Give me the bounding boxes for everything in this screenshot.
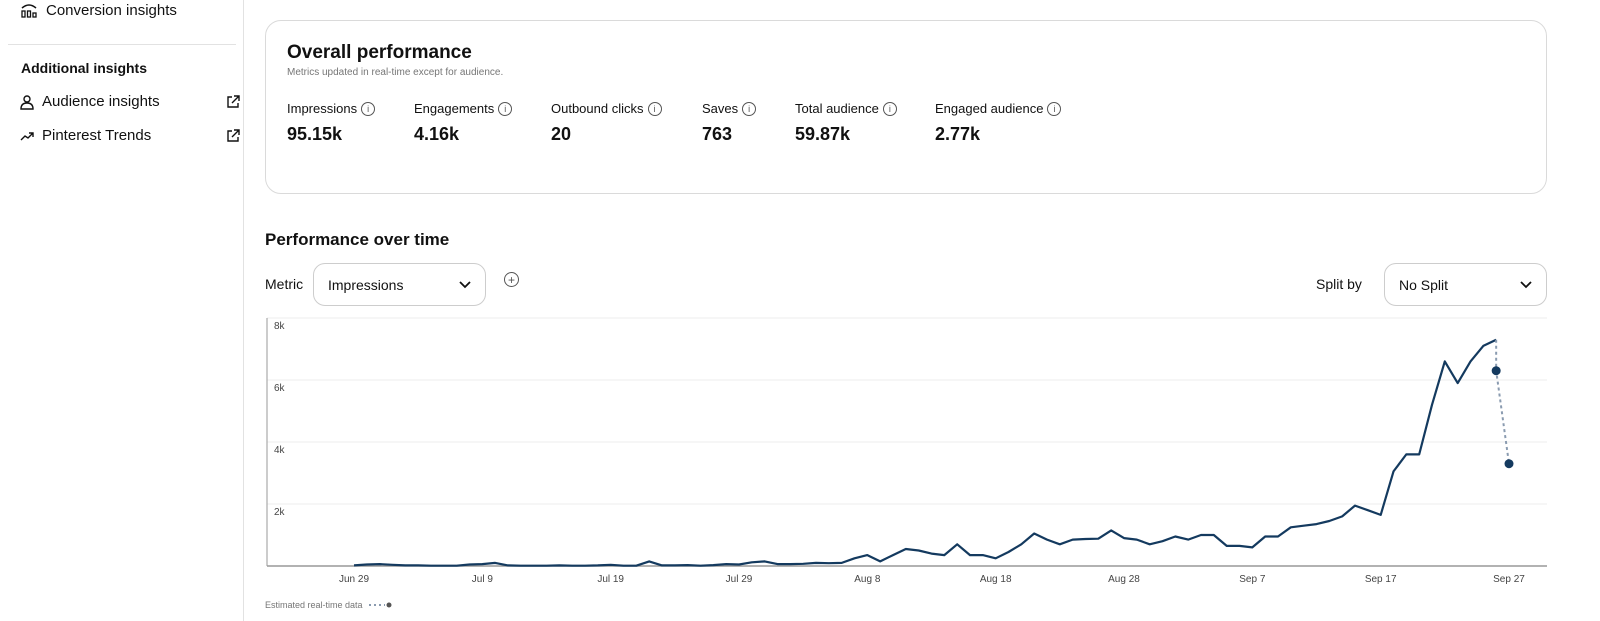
x-tick-label: Aug 28 bbox=[1108, 574, 1140, 585]
card-subtitle: Metrics updated in real-time except for … bbox=[287, 67, 504, 78]
metric-value: 4.16k bbox=[414, 124, 460, 144]
y-tick-label: 4k bbox=[274, 445, 286, 456]
x-tick-label: Jun 29 bbox=[339, 574, 369, 585]
sidebar-item-label: Audience insights bbox=[42, 93, 160, 110]
metric-select-value: Impressions bbox=[328, 276, 404, 293]
metric-label: Total audience bbox=[795, 101, 879, 116]
y-tick-label: 2k bbox=[274, 507, 286, 518]
x-tick-label: Sep 27 bbox=[1493, 574, 1525, 585]
metric-outbound-clicks: Outbound clicks i 20 bbox=[551, 101, 662, 145]
metric-label: Outbound clicks bbox=[551, 101, 644, 116]
x-tick-label: Aug 8 bbox=[854, 574, 881, 585]
x-tick-label: Jul 19 bbox=[597, 574, 624, 585]
metric-value: 95.15k bbox=[287, 124, 343, 144]
section-title: Performance over time bbox=[265, 230, 450, 249]
sidebar-item-label: Conversion insights bbox=[46, 1, 177, 19]
add-metric-button[interactable]: + bbox=[504, 272, 519, 287]
split-select[interactable]: No Split bbox=[1384, 263, 1547, 306]
external-link-icon bbox=[227, 94, 240, 108]
metric-value: 20 bbox=[551, 124, 572, 144]
x-tick-label: Aug 18 bbox=[980, 574, 1012, 585]
metric-label: Saves bbox=[702, 101, 739, 116]
sidebar-item-conversion-insights[interactable]: Conversion insights bbox=[20, 1, 177, 19]
metric-value: 59.87k bbox=[795, 124, 851, 144]
legend-estimated: Estimated real-time data bbox=[265, 600, 393, 610]
info-icon[interactable]: i bbox=[882, 101, 897, 116]
y-tick-label: 8k bbox=[274, 321, 286, 332]
metric-impressions: Impressions i 95.15k bbox=[287, 101, 376, 145]
metric-value: 763 bbox=[702, 124, 733, 144]
info-icon[interactable]: i bbox=[498, 101, 513, 116]
metric-label: Engagements bbox=[414, 101, 495, 116]
info-icon[interactable]: i bbox=[361, 101, 376, 116]
metric-label: Impressions bbox=[287, 101, 358, 116]
x-tick-label: Sep 17 bbox=[1365, 574, 1397, 585]
metric-total-audience: Total audience i 59.87k bbox=[795, 101, 897, 145]
sidebar: Conversion insights Additional insights … bbox=[0, 0, 244, 621]
divider bbox=[8, 44, 236, 45]
split-label: Split by bbox=[1316, 276, 1362, 292]
metric-saves: Saves i 763 bbox=[702, 101, 757, 145]
info-icon[interactable]: i bbox=[647, 101, 662, 116]
chevron-down-icon bbox=[1520, 280, 1532, 288]
conversion-icon bbox=[21, 4, 37, 18]
y-tick-label: 6k bbox=[274, 383, 286, 394]
sidebar-item-audience-insights[interactable]: Audience insights bbox=[20, 93, 240, 110]
metric-select[interactable]: Impressions bbox=[313, 263, 486, 306]
chevron-down-icon bbox=[459, 280, 471, 288]
metric-engaged-audience: Engaged audience i 2.77k bbox=[935, 101, 1062, 145]
section-title: Additional insights bbox=[21, 60, 147, 76]
person-icon bbox=[20, 94, 34, 110]
impressions-series-line bbox=[353, 338, 1497, 567]
x-tick-label: Sep 7 bbox=[1239, 574, 1266, 585]
info-icon[interactable]: i bbox=[1047, 101, 1062, 116]
estimated-data-point bbox=[1491, 366, 1501, 376]
metric-label: Metric bbox=[265, 276, 304, 292]
info-icon[interactable]: i bbox=[742, 101, 757, 116]
sidebar-item-pinterest-trends[interactable]: Pinterest Trends bbox=[20, 127, 240, 144]
estimated-data-point bbox=[1504, 459, 1514, 469]
external-link-icon bbox=[227, 128, 240, 142]
estimated-legend-icon bbox=[368, 602, 392, 608]
overall-performance-card: Overall performance Metrics updated in r… bbox=[265, 20, 1547, 194]
x-tick-label: Jul 29 bbox=[726, 574, 753, 585]
estimated-series-line bbox=[1495, 339, 1510, 464]
split-select-value: No Split bbox=[1399, 276, 1449, 293]
metric-engagements: Engagements i 4.16k bbox=[414, 101, 513, 145]
x-tick-label: Jul 9 bbox=[472, 574, 494, 585]
card-title: Overall performance bbox=[287, 42, 472, 63]
trend-icon bbox=[20, 131, 34, 140]
metric-label: Engaged audience bbox=[935, 101, 1044, 116]
metric-value: 2.77k bbox=[935, 124, 981, 144]
legend-label: Estimated real-time data bbox=[265, 600, 363, 610]
sidebar-item-label: Pinterest Trends bbox=[42, 127, 152, 144]
